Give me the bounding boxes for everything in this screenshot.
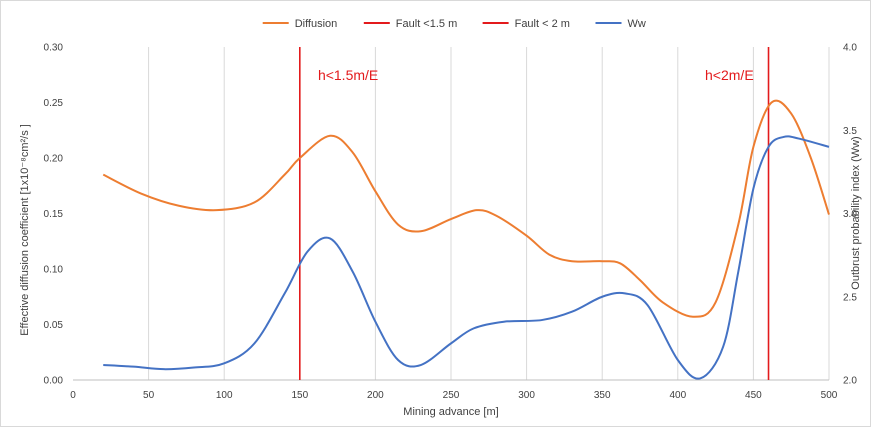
y-tick-label: 0.10 [44, 265, 64, 276]
x-tick-label: 300 [518, 390, 535, 401]
legend-label: Fault <1.5 m [396, 18, 457, 30]
x-tick-label: 200 [367, 390, 384, 401]
annotation-label: h<1.5m/E [318, 67, 378, 83]
series [102, 47, 830, 380]
y2-tick-labels: 2.0 2.5 3.0 3.5 4.0 [843, 43, 857, 387]
legend: Diffusion Fault <1.5 m Fault < 2 m Ww [262, 18, 646, 30]
x-tick-label: 450 [745, 390, 762, 401]
x-tick-label: 350 [594, 390, 611, 401]
y2-tick-label: 2.0 [843, 376, 857, 387]
y-tick-label: 0.00 [44, 376, 64, 387]
legend-label: Ww [628, 18, 646, 30]
annotations: h<1.5m/E h<2m/E [318, 67, 754, 83]
y-tick-label: 0.30 [44, 43, 64, 54]
series-ww-line [103, 135, 830, 380]
y-tick-label: 0.20 [44, 154, 64, 165]
legend-label: Fault < 2 m [515, 18, 570, 30]
y2-tick-label: 4.0 [843, 43, 857, 54]
x-axis-title: Mining advance [m] [403, 406, 498, 418]
x-tick-labels: 0 50 100 150 200 250 300 350 400 450 500 [70, 390, 838, 401]
x-tick-label: 500 [821, 390, 838, 401]
y-axis-title: Effective diffusion coefficient [1x10⁻⁸c… [19, 124, 31, 336]
x-tick-label: 0 [70, 390, 76, 401]
y2-tick-label: 3.0 [843, 209, 857, 220]
y2-tick-label: 3.5 [843, 126, 857, 137]
x-tick-label: 400 [669, 390, 686, 401]
x-tick-label: 100 [216, 390, 233, 401]
x-tick-label: 50 [143, 390, 155, 401]
y-tick-label: 0.25 [44, 98, 64, 109]
y2-tick-label: 2.5 [843, 292, 857, 303]
x-tick-label: 250 [443, 390, 460, 401]
y-tick-label: 0.15 [44, 209, 64, 220]
annotation-label: h<2m/E [705, 67, 754, 83]
series-diffusion-line [102, 99, 830, 318]
y-tick-label: 0.05 [44, 320, 64, 331]
legend-label: Diffusion [295, 18, 338, 30]
y-tick-labels: 0.00 0.05 0.10 0.15 0.20 0.25 0.30 [44, 43, 64, 387]
y2-axis-title: Outbrust probability index (Ww) [850, 136, 862, 289]
x-tick-label: 150 [291, 390, 308, 401]
